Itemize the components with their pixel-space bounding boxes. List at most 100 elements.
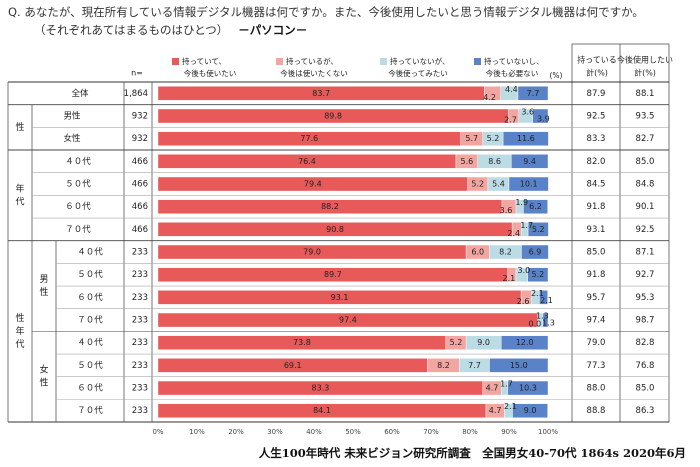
- own-total-value: 97.4: [587, 316, 606, 326]
- row-n-value: 233: [132, 316, 148, 326]
- bar-data-label: 3.6: [500, 206, 513, 215]
- group-label-gender: 性: [15, 121, 24, 133]
- own-total-header: 持っている: [577, 55, 617, 65]
- use-total-value: 90.1: [636, 202, 655, 212]
- bar-data-label: 5.2: [450, 338, 463, 347]
- row-label: ５０代: [65, 179, 91, 190]
- use-total-value: 88.1: [636, 89, 655, 99]
- use-total-value: 95.3: [636, 293, 655, 303]
- bar-data-label: 5.2: [531, 270, 544, 279]
- bar-data-label: 97.4: [339, 316, 357, 325]
- use-total-header: 計(%): [634, 68, 656, 78]
- x-tick-label: 90%: [501, 428, 517, 436]
- own-total-value: 88.8: [587, 406, 606, 416]
- bar-segment: [501, 335, 549, 350]
- bar-segment: [512, 403, 548, 418]
- question-subject: －パソコン－: [238, 23, 308, 37]
- use-total-value: 84.8: [636, 180, 655, 190]
- bar-data-label: 93.1: [331, 293, 349, 302]
- own-total-value: 91.8: [587, 270, 606, 280]
- row-label: ７０代: [65, 224, 91, 235]
- bar-data-label: 84.1: [313, 406, 331, 415]
- row-n-value: 233: [132, 384, 148, 394]
- use-total-value: 82.8: [636, 338, 655, 348]
- legend-swatch: [474, 58, 481, 65]
- row-n-value: 233: [132, 270, 148, 280]
- own-total-value: 87.9: [587, 89, 606, 99]
- bar-data-label: 4.2: [483, 93, 496, 102]
- bar-data-label: 1.7: [500, 380, 513, 389]
- group-label-female: 性: [39, 377, 48, 389]
- bar-data-label: 83.3: [312, 384, 330, 393]
- bar-data-label: 3.0: [518, 266, 531, 275]
- row-label: 全体: [71, 88, 89, 99]
- group-label-sexage: 年: [15, 325, 24, 337]
- row-n-value: 466: [132, 202, 148, 212]
- x-tick-label: 30%: [267, 428, 283, 436]
- bar-segment: [511, 154, 549, 169]
- bar-data-label: 10.1: [520, 180, 538, 189]
- x-tick-label: 100%: [538, 428, 558, 436]
- row-n-value: 466: [132, 180, 148, 190]
- bar-data-label: 11.6: [517, 134, 535, 143]
- bar-segment: [542, 312, 549, 328]
- bar-data-label: 5.2: [532, 225, 545, 234]
- bar-data-label: 5.4: [492, 180, 505, 189]
- row-label: 男性: [63, 111, 81, 122]
- bar-data-label: 9.4: [523, 157, 536, 166]
- bar-data-label: 2.1: [504, 402, 517, 411]
- bar-data-label: 8.2: [499, 248, 512, 257]
- own-total-value: 85.0: [587, 248, 606, 258]
- bar-data-label: 9.0: [477, 338, 490, 347]
- row-label: ６０代: [77, 292, 103, 303]
- bar-data-label: 83.7: [312, 89, 330, 98]
- use-total-value: 93.5: [636, 112, 655, 122]
- bar-segment: [527, 267, 549, 282]
- bar-data-label: 90.8: [326, 225, 344, 234]
- bar-data-label: 5.2: [471, 180, 484, 189]
- own-total-value: 88.0: [587, 384, 606, 394]
- bar-data-label: 1.3: [536, 312, 549, 321]
- bar-segment: [489, 358, 549, 373]
- bar-data-label: 88.2: [321, 202, 339, 211]
- row-n-value: 466: [132, 157, 148, 167]
- bar-data-label: 77.6: [300, 134, 318, 143]
- own-total-value: 92.5: [587, 112, 606, 122]
- legend-label: 今後も使いたい: [184, 68, 237, 78]
- bar-data-label: 3.6: [521, 108, 534, 117]
- question-line-2: （それぞれあてはまるものはひとつ） －パソコン－: [34, 22, 307, 38]
- use-total-value: 85.0: [636, 157, 655, 167]
- legend-swatch: [276, 58, 283, 65]
- bar-data-label: 6.9: [529, 248, 542, 257]
- row-label: ６０代: [65, 201, 91, 212]
- own-total-value: 77.3: [587, 361, 606, 371]
- group-label-sexage: 代: [15, 339, 24, 350]
- own-total-header: 計(%): [586, 68, 608, 78]
- own-total-value: 95.7: [587, 293, 606, 303]
- own-total-value: 91.8: [587, 202, 606, 212]
- own-total-value: 82.0: [587, 157, 606, 167]
- use-total-value: 82.7: [636, 134, 655, 144]
- bar-data-label: 73.8: [293, 338, 311, 347]
- bar-data-label: 12.0: [516, 338, 534, 347]
- bar-data-label: 2.4: [507, 229, 520, 238]
- bar-segment: [502, 131, 549, 146]
- row-n-value: 233: [132, 293, 148, 303]
- group-label-male: 性: [39, 286, 48, 298]
- bar-data-label: 1.7: [520, 221, 533, 230]
- bar-data-label: 2.7: [504, 116, 517, 125]
- group-label-sexage: 性: [15, 312, 24, 324]
- bar-data-label: 10.3: [519, 384, 537, 393]
- group-label-male: 男: [39, 274, 48, 285]
- row-label: 女性: [63, 133, 81, 144]
- bar-data-label: 79.4: [304, 180, 322, 189]
- use-total-value: 92.7: [636, 270, 655, 280]
- bar-data-label: 3.9: [537, 115, 550, 124]
- x-tick-label: 50%: [345, 428, 361, 436]
- bar-segment: [527, 222, 549, 237]
- bar-data-label: 79.0: [303, 248, 321, 257]
- row-n-value: 233: [132, 361, 148, 371]
- use-total-value: 92.5: [636, 225, 655, 235]
- row-n-value: 932: [132, 112, 148, 122]
- bar-data-label: 8.2: [437, 361, 450, 370]
